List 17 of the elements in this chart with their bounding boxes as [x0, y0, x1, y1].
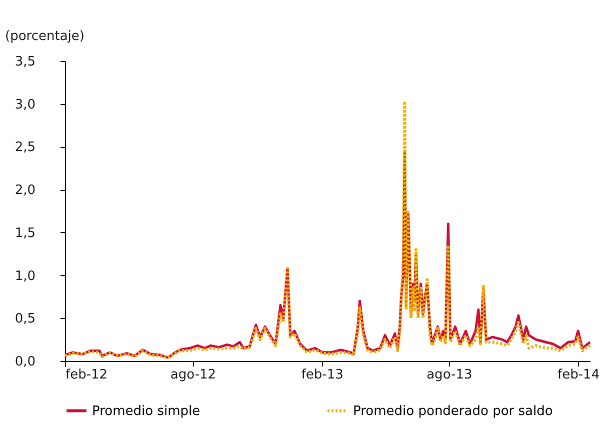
- y-axis-title: (porcentaje): [5, 29, 84, 44]
- line-series: [64, 100, 592, 360]
- legend-label: Promedio simple: [92, 404, 200, 419]
- y-tick-label: 0,5: [14, 312, 36, 327]
- y-tick-label: 1,5: [14, 226, 36, 241]
- x-tick-label: ago-12: [170, 368, 216, 382]
- y-tick-label: 3,5: [14, 54, 36, 70]
- y-tick-label: 2,0: [14, 183, 36, 198]
- y-tick-label: 1,0: [14, 268, 36, 284]
- x-tick-label: feb-14: [558, 368, 600, 382]
- x-tick-label: ago-13: [426, 368, 472, 382]
- y-tick-label: 0,0: [14, 354, 36, 370]
- y-tick-label: 3,0: [14, 97, 36, 112]
- y-tick-label: 2,5: [14, 140, 36, 156]
- legend-label: Promedio ponderado por saldo: [353, 404, 553, 419]
- x-tick-label: feb-13: [301, 368, 344, 382]
- x-tick-label: feb-12: [66, 368, 108, 382]
